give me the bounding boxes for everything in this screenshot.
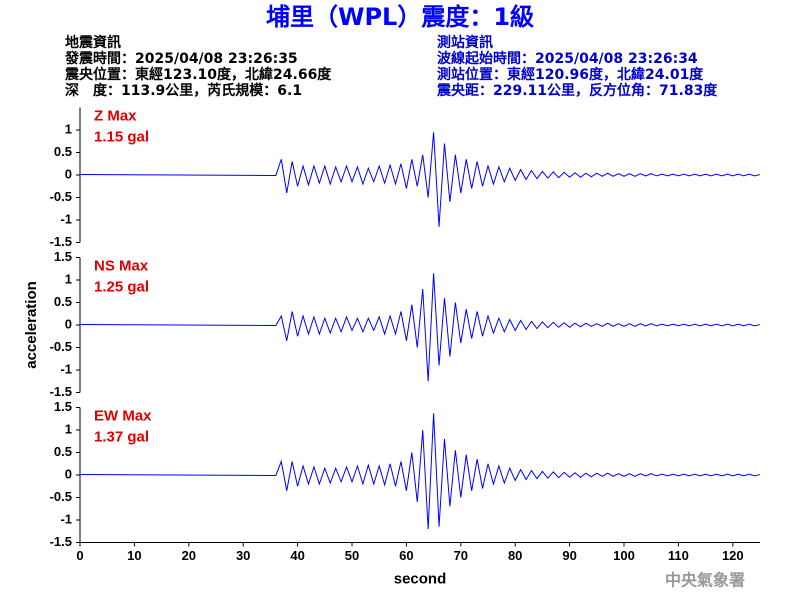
waveform bbox=[79, 273, 761, 382]
x-tick-label: 70 bbox=[454, 548, 468, 563]
annotation: Z Max bbox=[94, 107, 137, 124]
y-tick-label: -0.5 bbox=[50, 189, 72, 204]
y-tick-label: -1 bbox=[60, 361, 72, 376]
y-tick-label: 0.5 bbox=[54, 444, 72, 459]
x-tick-label: 40 bbox=[290, 548, 304, 563]
waveform bbox=[79, 413, 761, 530]
y-tick-label: -0.5 bbox=[50, 489, 72, 504]
x-tick-label: 90 bbox=[562, 548, 576, 563]
x-tick-label: 30 bbox=[236, 548, 250, 563]
annotation: NS Max bbox=[94, 257, 149, 274]
info-line: 震央位置：東經123.10度，北緯24.66度 bbox=[64, 66, 332, 83]
y-axis-label: acceleration bbox=[23, 281, 40, 369]
y-tick-label: 1.5 bbox=[54, 249, 72, 264]
x-tick-label: 10 bbox=[127, 548, 141, 563]
chart-title: 埔里（WPL）震度：1級 bbox=[266, 3, 534, 31]
y-tick-label: -1 bbox=[60, 211, 72, 226]
y-tick-label: 1 bbox=[65, 121, 72, 136]
y-tick-label: -1.5 bbox=[50, 534, 72, 549]
y-tick-label: 0 bbox=[65, 466, 72, 481]
x-tick-label: 60 bbox=[399, 548, 413, 563]
y-tick-label: 0 bbox=[65, 166, 72, 181]
info-line: 發震時間：2025/04/08 23:26:35 bbox=[64, 50, 298, 67]
annotation: 1.15 gal bbox=[94, 128, 149, 145]
y-tick-label: 1 bbox=[65, 421, 72, 436]
x-tick-label: 100 bbox=[613, 548, 635, 563]
y-tick-label: 1.5 bbox=[54, 399, 72, 414]
y-tick-label: 0.5 bbox=[54, 144, 72, 159]
info-line: 震央距：229.11公里，反方位角：71.83度 bbox=[436, 82, 718, 99]
x-tick-label: 0 bbox=[76, 548, 83, 563]
info-line: 波線起始時間：2025/04/08 23:26:34 bbox=[437, 50, 698, 67]
x-axis-label: second bbox=[394, 570, 447, 587]
x-tick-label: 20 bbox=[182, 548, 196, 563]
info-line: 地震資訊 bbox=[65, 34, 121, 51]
annotation: 1.37 gal bbox=[94, 428, 149, 445]
x-tick-label: 80 bbox=[508, 548, 522, 563]
y-tick-label: -1.5 bbox=[50, 384, 72, 399]
y-tick-label: 0.5 bbox=[54, 294, 72, 309]
y-tick-label: -0.5 bbox=[50, 339, 72, 354]
x-tick-label: 120 bbox=[722, 548, 744, 563]
x-tick-label: 110 bbox=[668, 548, 689, 563]
info-line: 測站資訊 bbox=[437, 34, 493, 51]
waveform bbox=[79, 132, 761, 227]
annotation: EW Max bbox=[94, 407, 152, 424]
y-tick-label: 1 bbox=[65, 271, 72, 286]
info-line: 測站位置：東經120.96度，北緯24.01度 bbox=[437, 66, 704, 83]
y-tick-label: -1 bbox=[60, 511, 72, 526]
y-tick-label: 0 bbox=[65, 316, 72, 331]
footer: 中央氣象署 bbox=[665, 571, 745, 590]
annotation: 1.25 gal bbox=[94, 278, 149, 295]
y-tick-label: -1.5 bbox=[50, 234, 72, 249]
x-tick-label: 50 bbox=[345, 548, 359, 563]
info-line: 深 度：113.9公里，芮氏規模：6.1 bbox=[65, 82, 302, 99]
